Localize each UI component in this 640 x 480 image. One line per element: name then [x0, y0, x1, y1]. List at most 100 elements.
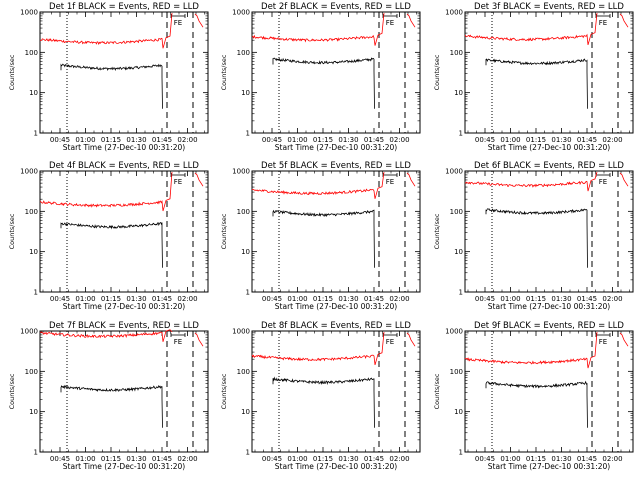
y-tick-label: 1000 [445, 9, 463, 17]
plot-frame [464, 170, 634, 293]
y-tick-label: 10 [29, 408, 38, 416]
x-axis-label: Start Time (27-Dec-10 00:31:20) [488, 143, 610, 152]
panel-title: Det 1f BLACK = Events, RED = LLD [49, 2, 199, 12]
x-tick-label: 01:00 [287, 455, 307, 463]
y-axis-label: Counts/sec [8, 373, 16, 409]
lld-series-line [464, 171, 598, 192]
y-tick-label: 10 [241, 89, 250, 97]
plot-frame [251, 170, 421, 293]
x-axis-label: Start Time (27-Dec-10 00:31:20) [275, 302, 397, 311]
panel-det-1: Det 1f BLACK = Events, RED = LLD Counts/s… [8, 2, 209, 152]
events-series-line [272, 209, 375, 268]
flag-label: FE [386, 338, 394, 346]
y-tick-label: 1000 [20, 9, 38, 17]
x-tick-label: 01:45 [364, 136, 384, 144]
flag-label: FE [599, 178, 607, 186]
lld-tail-line [619, 13, 629, 28]
lld-series-line [39, 12, 173, 49]
lld-tail-line [406, 13, 416, 28]
y-tick-label: 1000 [232, 328, 250, 336]
y-tick-label: 10 [241, 248, 250, 256]
lld-tail-line [194, 332, 204, 347]
x-axis-label: Start Time (27-Dec-10 00:31:20) [63, 302, 185, 311]
y-axis-label: Counts/sec [433, 213, 441, 249]
x-tick-label: 02:00 [389, 136, 409, 144]
events-series-line [485, 208, 588, 268]
flag-label: FE [174, 19, 182, 27]
y-tick-label: 10 [241, 408, 250, 416]
y-axis-label: Counts/sec [220, 213, 228, 249]
x-tick-label: 01:00 [75, 136, 95, 144]
x-tick-label: 02:00 [177, 136, 197, 144]
x-tick-label: 02:00 [602, 136, 622, 144]
events-series-line [272, 376, 375, 428]
events-series-line [272, 57, 375, 109]
panel-title: Det 7f BLACK = Events, RED = LLD [49, 321, 199, 331]
panel-det-7: Det 7f BLACK = Events, RED = LLD Counts/s… [8, 321, 209, 471]
panel-title: Det 6f BLACK = Events, RED = LLD [474, 161, 624, 171]
lld-tail-line [619, 172, 629, 187]
panel-det-6: Det 6f BLACK = Events, RED = LLD Counts/s… [433, 161, 634, 311]
panel-title: Det 9f BLACK = Events, RED = LLD [474, 321, 624, 331]
x-tick-label: 02:00 [389, 295, 409, 303]
x-tick-label: 01:30 [551, 136, 571, 144]
panel-det-8: Det 8f BLACK = Events, RED = LLD Counts/s… [220, 321, 421, 471]
x-tick-label: 00:45 [262, 136, 282, 144]
y-tick-label: 1 [246, 289, 250, 297]
y-tick-label: 10 [454, 89, 463, 97]
y-tick-label: 1 [34, 449, 38, 457]
y-tick-label: 10 [454, 248, 463, 256]
lld-series-line [464, 12, 598, 46]
y-tick-label: 100 [450, 208, 463, 216]
panel-title: Det 5f BLACK = Events, RED = LLD [261, 161, 411, 171]
x-tick-label: 01:45 [152, 136, 172, 144]
lld-series-line [251, 171, 385, 199]
x-tick-label: 01:30 [338, 136, 358, 144]
x-tick-label: 01:15 [101, 295, 121, 303]
y-tick-label: 100 [237, 208, 250, 216]
panel-det-9: Det 9f BLACK = Events, RED = LLD Counts/s… [433, 321, 634, 471]
y-tick-label: 100 [237, 49, 250, 57]
x-tick-label: 00:45 [50, 295, 70, 303]
x-axis-label: Start Time (27-Dec-10 00:31:20) [275, 143, 397, 152]
x-tick-label: 00:45 [475, 455, 495, 463]
x-tick-label: 01:45 [152, 455, 172, 463]
x-tick-label: 01:30 [126, 295, 146, 303]
x-tick-label: 01:45 [152, 295, 172, 303]
y-tick-label: 1000 [20, 168, 38, 176]
panel-title: Det 3f BLACK = Events, RED = LLD [474, 2, 624, 12]
x-tick-label: 00:45 [50, 136, 70, 144]
x-axis-label: Start Time (27-Dec-10 00:31:20) [488, 462, 610, 471]
plot-frame [39, 170, 209, 293]
x-axis-label: Start Time (27-Dec-10 00:31:20) [63, 143, 185, 152]
panel-det-3: Det 3f BLACK = Events, RED = LLD Counts/s… [433, 2, 634, 152]
x-tick-label: 01:00 [500, 295, 520, 303]
y-tick-label: 1 [246, 130, 250, 138]
x-tick-label: 01:15 [313, 455, 333, 463]
x-tick-label: 01:45 [364, 295, 384, 303]
x-tick-label: 02:00 [602, 455, 622, 463]
x-tick-label: 01:00 [75, 295, 95, 303]
x-tick-label: 01:30 [551, 455, 571, 463]
x-axis-label: Start Time (27-Dec-10 00:31:20) [275, 462, 397, 471]
y-axis-label: Counts/sec [220, 373, 228, 409]
y-tick-label: 100 [25, 368, 38, 376]
x-tick-label: 01:45 [364, 455, 384, 463]
plot-frame [39, 330, 209, 453]
flag-label: FE [599, 19, 607, 27]
x-tick-label: 01:15 [526, 136, 546, 144]
x-tick-label: 02:00 [602, 295, 622, 303]
y-axis-label: Counts/sec [433, 54, 441, 90]
x-tick-label: 01:00 [500, 136, 520, 144]
x-tick-label: 02:00 [177, 295, 197, 303]
x-tick-label: 01:00 [287, 295, 307, 303]
x-tick-label: 01:30 [126, 136, 146, 144]
x-tick-label: 00:45 [475, 136, 495, 144]
x-tick-label: 01:15 [313, 295, 333, 303]
y-tick-label: 100 [237, 368, 250, 376]
panel-det-2: Det 2f BLACK = Events, RED = LLD Counts/s… [220, 2, 421, 152]
x-tick-label: 01:45 [577, 136, 597, 144]
lld-tail-line [194, 172, 204, 187]
x-axis-label: Start Time (27-Dec-10 00:31:20) [488, 302, 610, 311]
